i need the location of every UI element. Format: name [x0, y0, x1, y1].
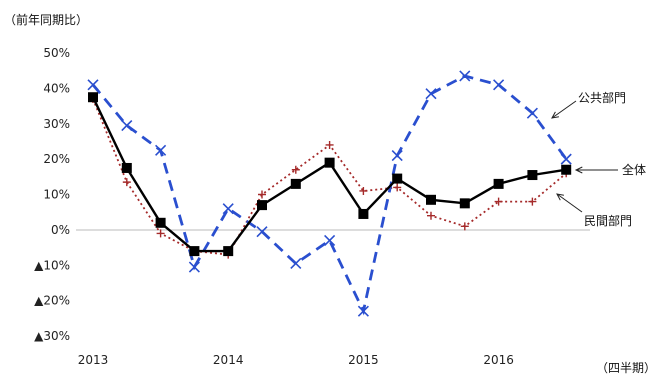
data-point [291, 165, 300, 174]
data-point [325, 140, 334, 149]
y-tick-label: ▲30% [34, 329, 70, 343]
annotation-total: 全体 [622, 162, 646, 177]
data-point [493, 79, 505, 91]
data-point [493, 178, 504, 189]
data-point [290, 257, 302, 270]
data-point [188, 261, 200, 273]
x-tick-label: 2014 [213, 353, 244, 367]
series-private [89, 94, 571, 259]
data-point [290, 178, 301, 189]
data-point [222, 203, 234, 215]
data-point [460, 222, 469, 231]
y-tick-label: ▲20% [34, 294, 70, 308]
data-point [393, 183, 402, 192]
series-line-total [91, 96, 567, 253]
data-point [427, 211, 435, 220]
data-point [257, 200, 267, 211]
data-point [324, 234, 336, 247]
annotation-private-arrowhead [556, 193, 564, 201]
data-point [121, 119, 133, 132]
data-point [324, 157, 335, 168]
data-point [494, 197, 503, 206]
data-point [357, 305, 369, 317]
y-tick-label: 10% [43, 188, 70, 202]
data-point [359, 186, 368, 195]
x-tick-label: 2016 [483, 353, 514, 367]
data-point [156, 229, 165, 238]
y-tick-label: 20% [43, 152, 70, 166]
annotation-public-arrowhead [551, 111, 559, 119]
y-axis-unit-label: （前年同期比） [4, 12, 88, 27]
y-axis: 50% 40% 30% 20% 10% 0% ▲10% ▲20% ▲30% [34, 46, 70, 343]
series-layer [87, 70, 572, 317]
data-point [155, 217, 166, 228]
annotation-public-arrow [551, 100, 577, 119]
y-tick-label: ▲10% [34, 258, 70, 272]
data-point [391, 150, 403, 162]
x-tick-label: 2013 [78, 353, 109, 367]
annotation-private: 民間部門 [584, 213, 632, 228]
data-point [527, 170, 538, 181]
data-point [426, 194, 436, 205]
data-point [560, 153, 572, 165]
y-tick-label: 30% [43, 117, 70, 131]
data-point [87, 79, 99, 91]
data-point [526, 107, 538, 119]
data-point [425, 88, 437, 100]
annotation-total-arrowhead [574, 166, 583, 174]
x-tick-label: 2015 [348, 353, 379, 367]
series-line-private [92, 98, 567, 256]
data-point [223, 246, 234, 257]
data-point [392, 173, 403, 184]
series-public [87, 70, 572, 317]
y-tick-label: 50% [43, 46, 70, 60]
y-tick-label: 40% [43, 81, 70, 95]
annotation-private-arrow [556, 193, 583, 213]
data-point [561, 164, 572, 175]
data-point [256, 226, 268, 238]
data-point [122, 178, 131, 187]
series-total [88, 92, 572, 257]
y-tick-label: 0% [51, 223, 70, 237]
data-point [121, 162, 132, 173]
series-line-public [91, 74, 568, 316]
x-axis-unit-label: （四半期） [596, 361, 656, 375]
data-point [459, 198, 470, 209]
x-axis: 2013 2014 2015 2016 [78, 353, 514, 367]
data-point [358, 208, 369, 219]
data-point [189, 246, 200, 257]
data-point [88, 92, 98, 103]
data-point [155, 144, 167, 156]
data-point [459, 70, 471, 82]
annotation-public: 公共部門 [578, 90, 626, 105]
data-point [528, 197, 537, 206]
data-point [258, 190, 266, 199]
